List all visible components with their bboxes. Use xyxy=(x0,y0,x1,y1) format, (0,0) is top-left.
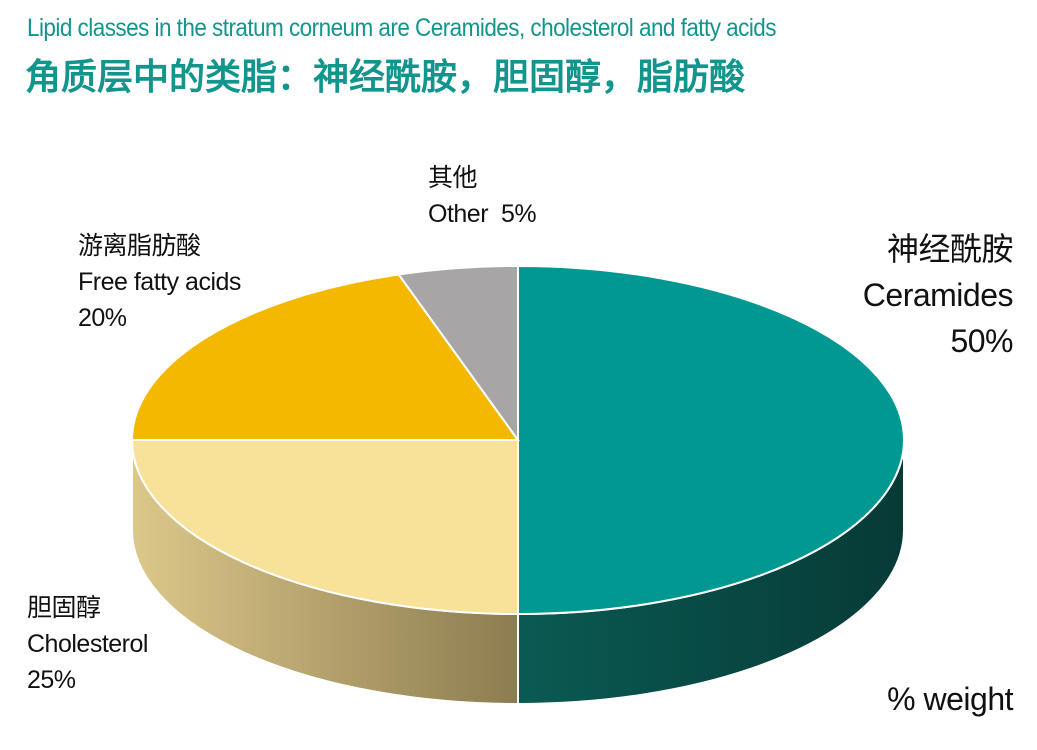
label-cholesterol-pct: 25% xyxy=(27,666,76,694)
label-ffa-en: Free fatty acids xyxy=(78,268,241,296)
label-other: 其他 Other 5% xyxy=(428,160,537,232)
chart-subtitle: Lipid classes in the stratum corneum are… xyxy=(27,14,777,42)
label-ceramides-zh: 神经酰胺 xyxy=(886,231,1014,267)
label-free-fatty-acids: 游离脂肪酸 Free fatty acids 20% xyxy=(78,228,241,336)
label-other-zh: 其他 xyxy=(428,164,478,192)
pie-slice-other xyxy=(396,264,519,444)
label-ceramides-en: Ceramides xyxy=(862,277,1014,313)
label-cholesterol-zh: 胆固醇 xyxy=(27,594,101,622)
label-ffa-pct: 20% xyxy=(78,304,127,332)
unit-label: % weight xyxy=(887,681,1013,717)
pie-slice-ceramides xyxy=(517,264,905,616)
label-ceramides-pct: 50% xyxy=(950,323,1013,359)
pie-slice-free-fatty-acids xyxy=(130,273,520,441)
label-ffa-zh: 游离脂肪酸 xyxy=(78,232,201,260)
label-ceramides: 神经酰胺 Ceramides 50% xyxy=(862,226,1014,364)
label-other-en: Other 5% xyxy=(428,200,537,228)
chart-title: 角质层中的类脂：神经酰胺，胆固醇，脂肪酸 xyxy=(25,56,746,97)
label-cholesterol: 胆固醇 Cholesterol 25% xyxy=(27,590,148,698)
label-cholesterol-en: Cholesterol xyxy=(27,630,148,658)
pie-slice-cholesterol xyxy=(130,439,519,616)
